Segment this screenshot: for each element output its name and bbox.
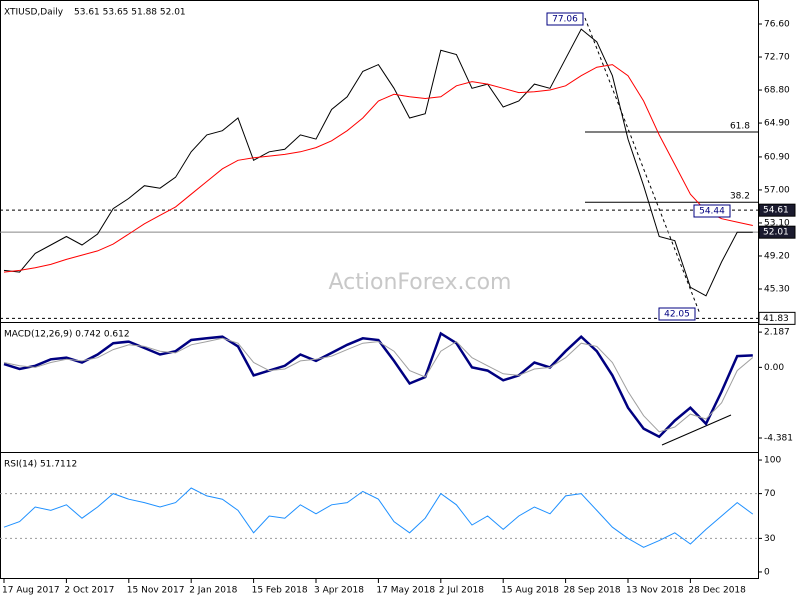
x-tick-label: 15 Aug 2018 [501,586,559,596]
annotation-box [658,307,696,321]
x-tick-label: 2 Jan 2018 [189,586,237,596]
price-label-box [758,225,796,239]
x-tick-label: 17 May 2018 [376,586,435,596]
y-tick-label: 2.187 [764,328,790,338]
panel-subtitle: 53.61 53.65 51.88 52.01 [74,8,186,18]
x-tick-label: 15 Feb 2018 [252,586,308,596]
x-tick-label: 13 Nov 2018 [626,586,684,596]
watermark: ActionForex.com [329,270,512,295]
annotation-box [546,12,584,26]
y-tick-label: 70 [764,489,776,499]
price-label-box [758,311,796,325]
x-tick-label: 28 Sep 2018 [564,586,621,596]
y-tick-label: 64.90 [764,119,790,129]
x-tick-label: 17 Aug 2017 [2,586,60,596]
series-line [3,28,753,297]
y-tick-label: 0.00 [764,363,784,373]
trend-line [584,17,701,315]
y-tick-label: 45.30 [764,284,790,294]
y-tick-label: 100 [764,456,781,466]
panel-title: MACD(12,26,9) 0.742 0.612 [4,330,130,340]
y-tick-label: 57.00 [764,185,790,195]
y-tick-label: -4.381 [764,433,793,443]
series-line [3,487,754,548]
plot-frame [0,0,759,579]
macd-trend-line [661,414,732,446]
y-tick-label: 0 [764,567,770,577]
price-label: 41.83 [763,314,789,324]
fib-label: 38.2 [730,192,750,202]
price-label: 54.61 [763,206,789,216]
panel-title: RSI(14) 51.7112 [4,460,77,470]
annotation: 54.44 [699,207,725,217]
x-tick-label: 2 Jul 2018 [439,586,484,596]
annotation: 77.06 [552,15,578,25]
y-tick-label: 60.90 [764,152,790,162]
price-label: 52.01 [763,228,789,238]
y-tick-label: 53.10 [764,218,790,228]
x-tick-label: 2 Oct 2017 [64,586,114,596]
y-tick-label: 68.80 [764,86,790,96]
panel-title: XTIUSD,Daily [4,8,64,18]
fib-label: 61.8 [730,121,750,131]
x-tick-label: 15 Nov 2017 [127,586,185,596]
price-label-box [758,203,796,217]
y-tick-label: 76.60 [764,20,790,30]
y-tick-label: 49.20 [764,251,790,261]
series-line [3,337,754,433]
annotation: 42.05 [664,310,690,320]
series-line [3,331,753,439]
series-line [3,64,753,273]
x-tick-label: 28 Dec 2018 [688,586,746,596]
annotation-box [693,204,731,218]
x-tick-label: 3 Apr 2018 [314,586,364,596]
y-tick-label: 72.70 [764,53,790,63]
y-tick-label: 30 [764,534,776,544]
